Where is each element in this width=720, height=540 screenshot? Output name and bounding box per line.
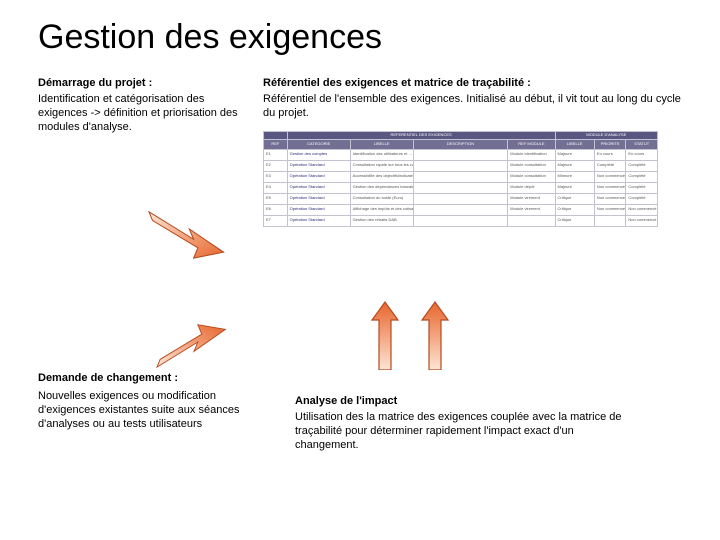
table-cell: Majeure [555,160,594,171]
table-cell: Opération Standard [287,160,350,171]
table-cell [413,204,508,215]
table-cell: E5 [264,193,288,204]
table-cell: Opération Standard [287,193,350,204]
arrow-up-icon [370,300,400,370]
table-cell: En cours [594,149,626,160]
matrix-column-header: STATUT [626,139,658,149]
arrow-up-right-icon [145,320,235,375]
table-cell: En cours [626,149,658,160]
matrix-column-header: DESCRIPTION [413,139,508,149]
matrix-column-header: LIBELLE [555,139,594,149]
body-referentiel: Référentiel de l'ensemble des exigences.… [263,93,692,121]
matrix-group-header [264,131,288,139]
table-cell: Consultation du solde (Euro) [350,193,413,204]
table-cell [413,215,508,226]
table-cell: Complété [626,160,658,171]
table-cell: Module consultation [508,160,555,171]
matrix-column-header: PRIORITE [594,139,626,149]
table-row: E2Opération StandardConsultation rapide … [264,160,658,171]
table-cell: Mineure [555,171,594,182]
table-row: E6Opération StandardAffichage des impôts… [264,204,658,215]
matrix-group-header: MODULE D'ANALYSE [555,131,657,139]
arrow-up-icon [420,300,450,370]
heading-impact: Analyse de l'impact [295,395,625,407]
traceability-matrix-thumbnail: REFERENTIEL DES EXIGENCESMODULE D'ANALYS… [263,131,658,227]
table-cell: Critique [555,215,594,226]
table-cell [413,149,508,160]
table-cell: Complété [626,171,658,182]
table-cell: Affichage des impôts et des cotisations … [350,204,413,215]
table-cell: Critique [555,204,594,215]
table-cell: Non commencé [626,204,658,215]
body-demande: Nouvelles exigences ou modification d'ex… [38,390,263,431]
matrix-column-header: REF MODULE [508,139,555,149]
table-cell: Non commencé [626,215,658,226]
table-cell: Complété [626,193,658,204]
matrix-column-header: REF [264,139,288,149]
heading-demarrage: Démarrage du projet : [38,77,243,89]
matrix-column-header: CATEGORIE [287,139,350,149]
table-cell: E3 [264,171,288,182]
table-row: E7Opération StandardGestion des retraits… [264,215,658,226]
table-cell: Gestion des comptes [287,149,350,160]
arrow-down-right-icon [140,205,230,265]
table-cell: Non commencé [594,171,626,182]
table-cell: Gestion des retraits DAB [350,215,413,226]
matrix-column-header: LIBELLE [350,139,413,149]
table-cell: Non commencé [594,182,626,193]
table-cell: Majeure [555,182,594,193]
table-cell: Critique [555,193,594,204]
table-cell: Module consultation [508,171,555,182]
table-cell [594,215,626,226]
table-row: E3Opération StandardAccessibilité des ob… [264,171,658,182]
body-impact: Utilisation des la matrice des exigences… [295,411,625,452]
table-cell: Consultation rapide sur tous les comptes [350,160,413,171]
table-cell: E4 [264,182,288,193]
table-row: E5Opération StandardConsultation du sold… [264,193,658,204]
table-cell: E6 [264,204,288,215]
table-cell: Opération Standard [287,171,350,182]
heading-demande: Demande de changement : [38,372,263,384]
table-cell: Complété [626,182,658,193]
table-cell: Module virement [508,193,555,204]
table-cell [413,193,508,204]
table-cell: Opération Standard [287,215,350,226]
table-cell [413,160,508,171]
table-cell: Accessibilité des objectifs/indicateurs [350,171,413,182]
table-cell: Opération Standard [287,204,350,215]
table-cell: E1 [264,149,288,160]
table-cell: E7 [264,215,288,226]
table-row: E1Gestion des comptesIdentification des … [264,149,658,160]
table-cell: Module identification [508,149,555,160]
page-title: Gestion des exigences [38,18,692,57]
table-cell: Opération Standard [287,182,350,193]
table-cell [508,215,555,226]
heading-referentiel: Référentiel des exigences et matrice de … [263,77,692,89]
matrix-group-header: REFERENTIEL DES EXIGENCES [287,131,555,139]
table-cell: Non commencé [594,193,626,204]
table-cell: Complété [594,160,626,171]
table-row: E4Opération StandardGestion des dépendan… [264,182,658,193]
table-cell: Majeure [555,149,594,160]
table-cell: Gestion des dépendances bancaires [350,182,413,193]
body-demarrage: Identification et catégorisation des exi… [38,93,243,134]
table-cell: Module dépôt [508,182,555,193]
table-cell: E2 [264,160,288,171]
table-cell: Identification des utilisateurs et … [350,149,413,160]
table-cell [413,182,508,193]
table-cell [413,171,508,182]
table-cell: Non commencé [594,204,626,215]
table-cell: Module virement [508,204,555,215]
